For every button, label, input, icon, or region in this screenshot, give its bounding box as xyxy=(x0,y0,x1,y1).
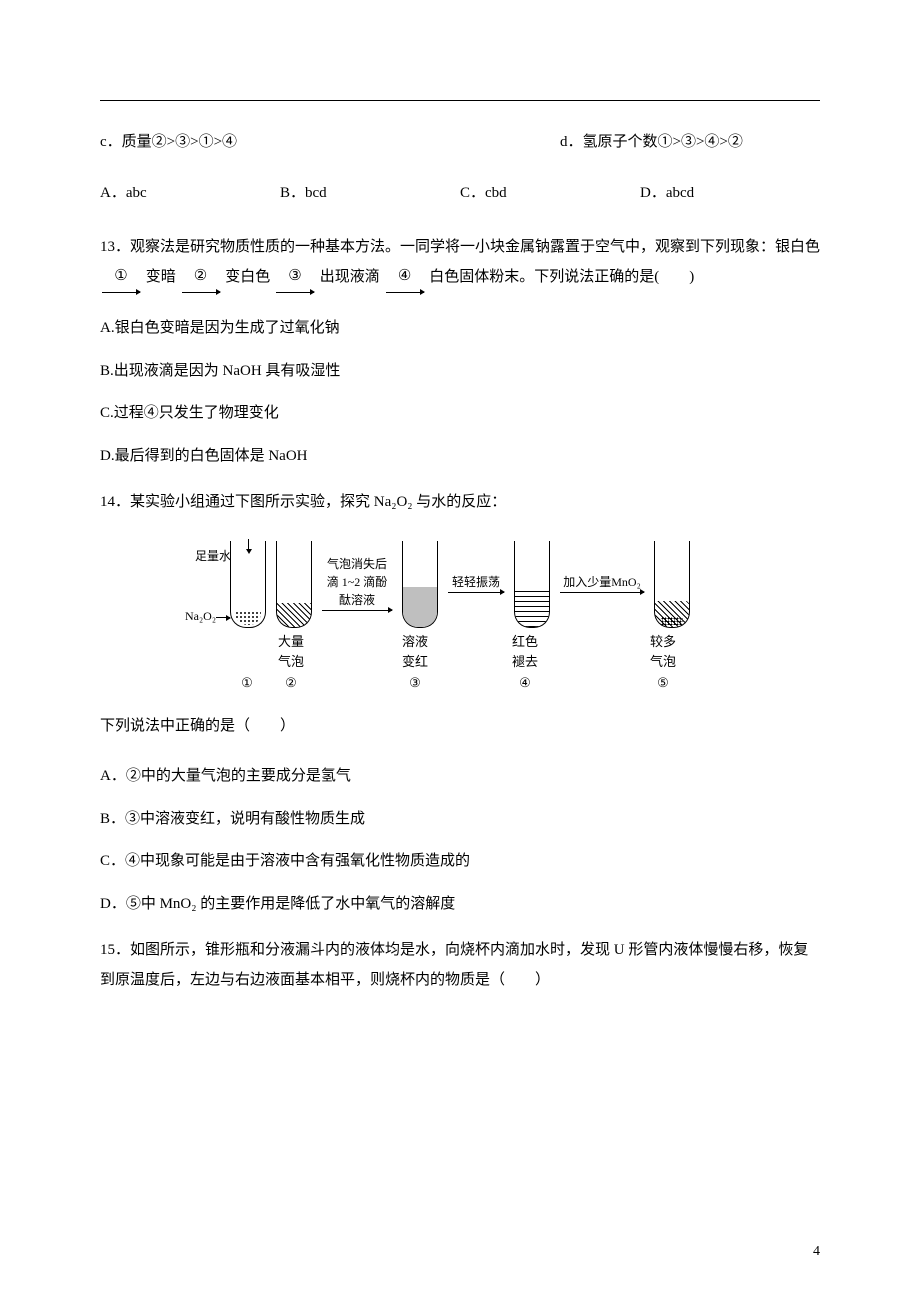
tube-3 xyxy=(402,541,438,628)
q13-arrow-2: ② xyxy=(182,262,220,293)
q13-arrow-4: ④ xyxy=(386,262,424,293)
tube1-solid xyxy=(235,611,261,625)
lab-5: 较多气泡 xyxy=(646,632,680,671)
tube4-liquid xyxy=(515,587,549,627)
dnum-5: ⑤ xyxy=(646,673,680,693)
tube-2 xyxy=(276,541,312,628)
q12-opt-d: d．氢原子个数①>③>④>② xyxy=(560,131,820,154)
arrow-4-5: 加入少量MnO₂ xyxy=(560,573,644,597)
tubes-row: 足量水 Na₂O₂ 气泡消失后 滴 1~2 滴酚 xyxy=(230,541,690,628)
q13-arrow-3: ③ xyxy=(276,262,314,293)
q14-diagram: 足量水 Na₂O₂ 气泡消失后 滴 1~2 滴酚 xyxy=(100,541,820,695)
arrow23-line3: 酞溶液 xyxy=(322,591,392,609)
lab-4: 红色褪去 xyxy=(508,632,542,671)
arrow23-line2: 滴 1~2 滴酚 xyxy=(322,573,392,591)
q13-stem-pre: 13．观察法是研究物质性质的一种基本方法。一同学将一小块金属钠露置于空气中，观察… xyxy=(100,239,820,255)
q13-seg-1: 变暗 xyxy=(146,269,176,285)
q14-opt-a: A．②中的大量气泡的主要成分是氢气 xyxy=(100,765,820,788)
q13-num-1: ① xyxy=(114,268,127,284)
arrow-3-4: 轻轻振荡 xyxy=(448,573,504,597)
dnum-4: ④ xyxy=(508,673,542,693)
na2o2-text: Na₂O₂ xyxy=(185,609,216,623)
top-rule xyxy=(100,100,820,101)
lab-3: 溶液变红 xyxy=(398,632,432,671)
tube5-solid xyxy=(661,617,683,625)
q13-stem: 13．观察法是研究物质性质的一种基本方法。一同学将一小块金属钠露置于空气中，观察… xyxy=(100,232,820,293)
tube1-na2o2-label: Na₂O₂ xyxy=(185,607,230,625)
q14-opt-b: B．③中溶液变红，说明有酸性物质生成 xyxy=(100,808,820,831)
tube3-liquid xyxy=(403,587,437,627)
arrow45-text: 加入少量MnO₂ xyxy=(560,573,644,591)
q14-opt-c: C．④中现象可能是由于溶液中含有强氧化性物质造成的 xyxy=(100,850,820,873)
page: c．质量②>③>①>④ d．氢原子个数①>③>④>② A．abc B．bcd C… xyxy=(0,0,920,1302)
page-number: 4 xyxy=(813,1241,820,1262)
arrow34-text: 轻轻振荡 xyxy=(448,573,504,591)
dnum-2: ② xyxy=(274,673,308,693)
q12-choice-b: B．bcd xyxy=(280,182,460,205)
q12-choice-d: D．abcd xyxy=(640,182,820,205)
q13-opt-b: B.出现液滴是因为 NaOH 具有吸湿性 xyxy=(100,360,820,383)
tube-1: 足量水 Na₂O₂ xyxy=(230,541,266,628)
q14-opt-d: D．⑤中 MnO₂ 的主要作用是降低了水中氧气的溶解度 xyxy=(100,893,820,916)
q12-choice-a: A．abc xyxy=(100,182,280,205)
arrow-2-3: 气泡消失后 滴 1~2 滴酚 酞溶液 xyxy=(322,555,392,615)
q13-opt-a: A.银白色变暗是因为生成了过氧化钠 xyxy=(100,317,820,340)
q13-opt-d: D.最后得到的白色固体是 NaOH xyxy=(100,445,820,468)
diagram-labels: 大量气泡 溶液变红 红色褪去 较多气泡 xyxy=(230,632,690,671)
q12-sub-options: c．质量②>③>①>④ d．氢原子个数①>③>④>② xyxy=(100,131,820,154)
lab-2: 大量气泡 xyxy=(274,632,308,671)
q15-stem: 15．如图所示，锥形瓶和分液漏斗内的液体均是水，向烧杯内滴加水时，发现 U 形管… xyxy=(100,935,820,995)
q13-num-3: ③ xyxy=(288,268,301,284)
q13-num-2: ② xyxy=(194,268,207,284)
dnum-3: ③ xyxy=(398,673,432,693)
lab-1 xyxy=(230,632,264,671)
q12-choice-c: C．cbd xyxy=(460,182,640,205)
q12-opt-c: c．质量②>③>①>④ xyxy=(100,131,560,154)
q14-after: 下列说法中正确的是（ ） xyxy=(100,715,820,738)
q13-seg-3: 出现液滴 xyxy=(320,269,380,285)
q13-opt-c: C.过程④只发生了物理变化 xyxy=(100,402,820,425)
q13-num-4: ④ xyxy=(398,268,411,284)
diagram-numbers: ① ② ③ ④ ⑤ xyxy=(230,673,690,693)
tube1-top-label: 足量水 xyxy=(195,547,231,565)
dnum-1: ① xyxy=(230,673,264,693)
q13-arrow-1: ① xyxy=(102,262,140,293)
tube2-liquid xyxy=(277,603,311,627)
tube-4 xyxy=(514,541,550,628)
q12-choices: A．abc B．bcd C．cbd D．abcd xyxy=(100,182,820,205)
q13-seg-2: 变白色 xyxy=(225,269,270,285)
arrow23-line1: 气泡消失后 xyxy=(322,555,392,573)
q13-seg-4: 白色固体粉末。下列说法正确的是( ) xyxy=(429,269,694,285)
q14-stem: 14．某实验小组通过下图所示实验，探究 Na₂O₂ 与水的反应： xyxy=(100,487,820,517)
tube-5 xyxy=(654,541,690,628)
